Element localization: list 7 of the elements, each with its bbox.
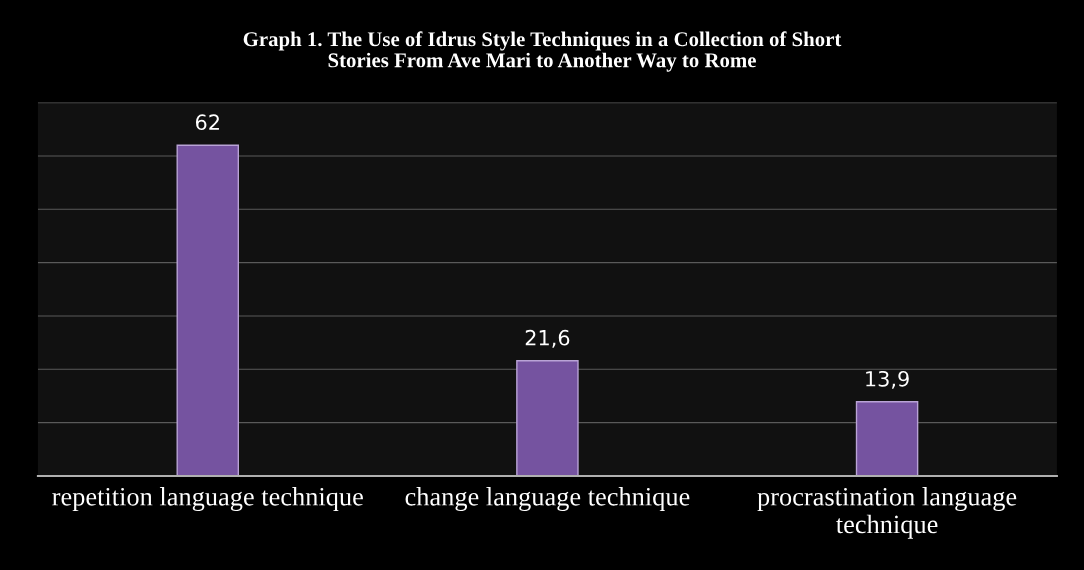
data-label: 62 — [195, 114, 219, 131]
chart-title: Graph 1. The Use of Idrus Style Techniques in a Collection of Short Stories From Ave Mari to Another Way to Rome — [243, 31, 842, 72]
x-tick-label: change language technique — [405, 487, 690, 512]
x-tick-label: procrastination language technique — [757, 487, 1017, 539]
x-tick-label: repetition language technique — [52, 487, 363, 512]
data-label: 13,9 — [866, 370, 909, 389]
data-label: 21,6 — [525, 329, 570, 348]
